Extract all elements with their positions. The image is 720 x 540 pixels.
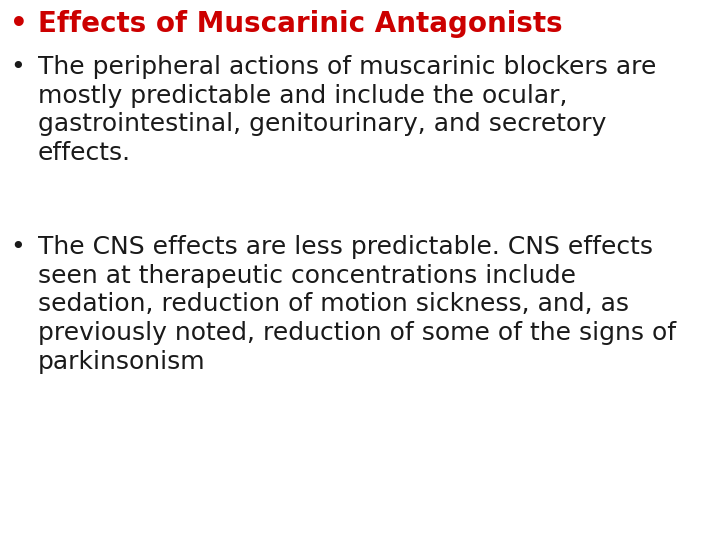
Text: Effects of Muscarinic Antagonists: Effects of Muscarinic Antagonists <box>38 10 562 38</box>
Text: •: • <box>10 10 28 38</box>
Text: The CNS effects are less predictable. CNS effects
seen at therapeutic concentrat: The CNS effects are less predictable. CN… <box>38 235 676 374</box>
Text: The peripheral actions of muscarinic blockers are
mostly predictable and include: The peripheral actions of muscarinic blo… <box>38 55 657 165</box>
Text: •: • <box>10 235 24 259</box>
Text: •: • <box>10 55 24 79</box>
